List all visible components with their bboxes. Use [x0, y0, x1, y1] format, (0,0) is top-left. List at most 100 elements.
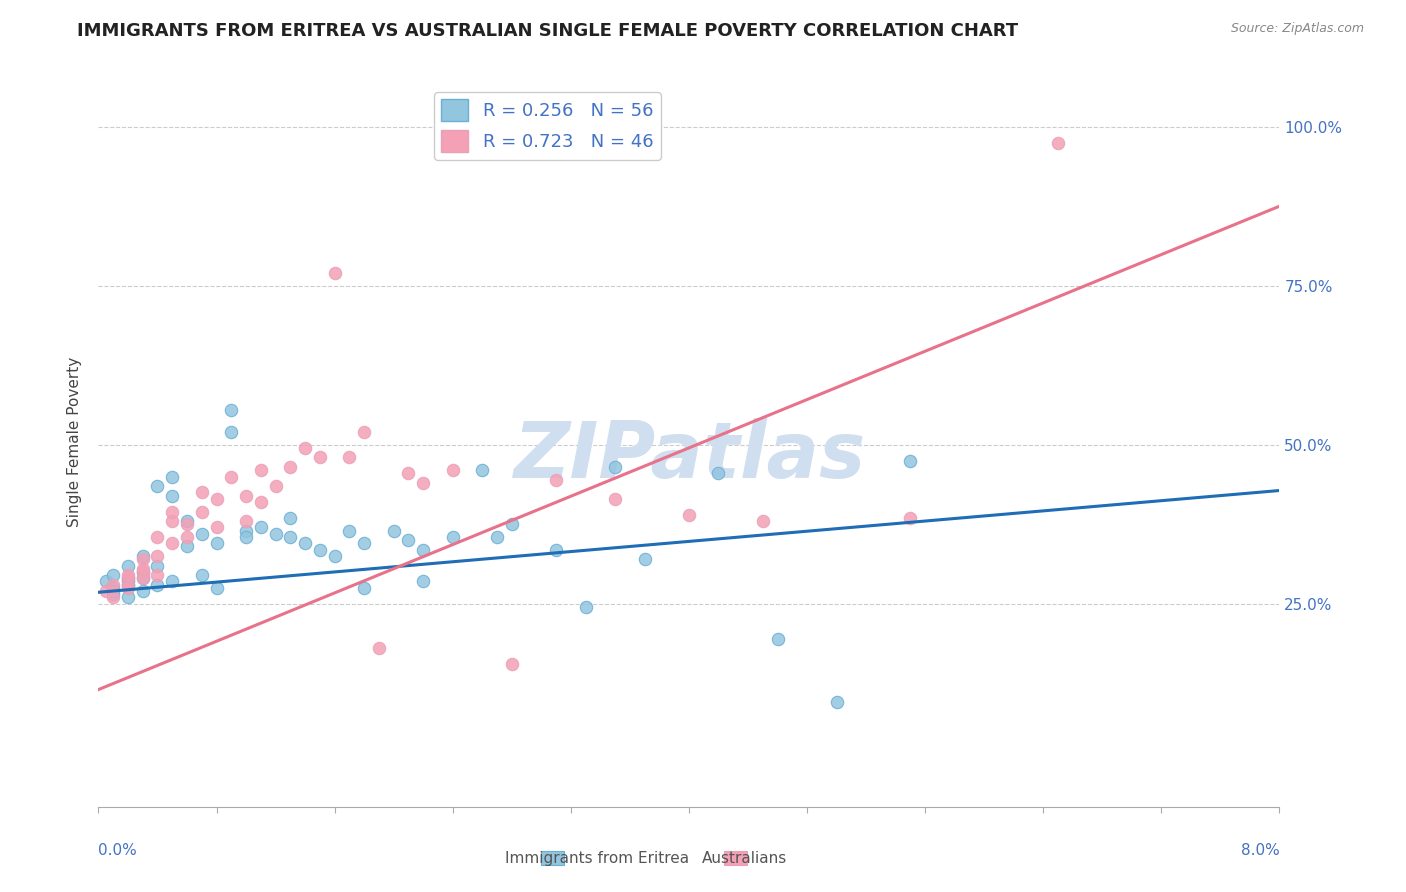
Point	[221, 425, 243, 439]
Point	[132, 562, 155, 576]
Point	[605, 491, 627, 506]
Point	[103, 577, 125, 591]
Point	[221, 469, 243, 483]
Point	[900, 511, 922, 525]
Point	[634, 552, 657, 566]
Point	[264, 479, 287, 493]
Point	[766, 632, 789, 646]
Point	[221, 402, 243, 417]
Point	[205, 536, 228, 550]
Point	[191, 504, 214, 518]
Point	[117, 571, 139, 585]
Point	[132, 549, 155, 563]
Point	[205, 520, 228, 534]
Point	[1046, 136, 1070, 150]
Point	[441, 530, 464, 544]
Y-axis label: Single Female Poverty: Single Female Poverty	[67, 357, 83, 526]
Point	[678, 508, 700, 522]
Point	[412, 542, 434, 557]
Point	[280, 511, 302, 525]
Point	[412, 475, 434, 490]
Point	[575, 599, 598, 614]
Point	[117, 568, 139, 582]
Point	[146, 568, 169, 582]
Point	[205, 581, 228, 595]
Point	[294, 536, 316, 550]
Point	[103, 584, 125, 599]
Point	[191, 526, 214, 541]
Point	[250, 520, 273, 534]
Point	[103, 581, 125, 595]
Point	[235, 514, 257, 528]
Point	[146, 558, 169, 573]
Point	[546, 542, 568, 557]
Point	[235, 489, 257, 503]
Point	[501, 517, 523, 532]
Point	[132, 565, 155, 579]
Point	[412, 574, 434, 589]
Point	[546, 473, 568, 487]
Point	[486, 530, 509, 544]
Point	[117, 577, 139, 591]
Point	[353, 536, 375, 550]
Point	[117, 577, 139, 591]
Point	[146, 577, 169, 591]
Point	[900, 453, 922, 467]
Point	[294, 441, 316, 455]
Point	[103, 591, 125, 605]
Legend: R = 0.256   N = 56, R = 0.723   N = 46: R = 0.256 N = 56, R = 0.723 N = 46	[434, 92, 661, 160]
Point	[132, 565, 155, 579]
Point	[176, 517, 198, 532]
Point	[368, 641, 391, 656]
Point	[117, 581, 139, 595]
Point	[398, 467, 420, 481]
Text: Immigrants from Eritrea: Immigrants from Eritrea	[505, 851, 689, 865]
Point	[205, 491, 228, 506]
Point	[132, 571, 155, 585]
Point	[264, 526, 287, 541]
Point	[162, 504, 183, 518]
Point	[441, 463, 464, 477]
Point	[162, 574, 183, 589]
Point	[501, 657, 523, 672]
Text: 0.0%: 0.0%	[98, 843, 138, 858]
Text: Australians: Australians	[702, 851, 787, 865]
Point	[309, 450, 332, 465]
Point	[146, 479, 169, 493]
Point	[280, 530, 302, 544]
Point	[250, 463, 273, 477]
Point	[103, 587, 125, 601]
Point	[323, 549, 346, 563]
Point	[471, 463, 494, 477]
Point	[309, 542, 332, 557]
Point	[707, 467, 730, 481]
Point	[117, 558, 139, 573]
Point	[339, 524, 361, 538]
Point	[250, 495, 273, 509]
Point	[176, 540, 198, 554]
Point	[117, 574, 139, 589]
Point	[162, 469, 183, 483]
Point	[146, 549, 169, 563]
Point	[398, 533, 420, 548]
Text: Source: ZipAtlas.com: Source: ZipAtlas.com	[1230, 22, 1364, 36]
Point	[323, 266, 346, 280]
Point	[132, 552, 155, 566]
Point	[353, 425, 375, 439]
Point	[605, 460, 627, 475]
Point	[353, 581, 375, 595]
Point	[176, 530, 198, 544]
Point	[752, 514, 775, 528]
Point	[280, 460, 302, 475]
Point	[162, 489, 183, 503]
Point	[146, 530, 169, 544]
Point	[117, 591, 139, 605]
Text: 8.0%: 8.0%	[1240, 843, 1279, 858]
Point	[94, 574, 117, 589]
Point	[103, 568, 125, 582]
Point	[132, 571, 155, 585]
Point	[117, 571, 139, 585]
Point	[162, 514, 183, 528]
Point	[235, 530, 257, 544]
Text: ZIPatlas: ZIPatlas	[513, 418, 865, 494]
